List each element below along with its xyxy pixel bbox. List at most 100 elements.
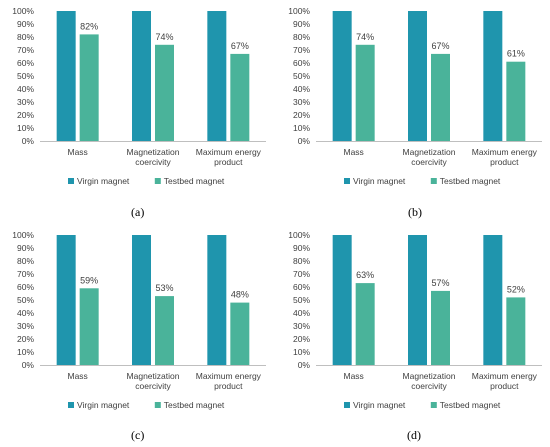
y-tick-label: 30% bbox=[17, 97, 34, 107]
data-label: 48% bbox=[231, 290, 249, 300]
chart-panel-c: 0% 10% 20% 30% 40% 50% 60% 70% 80% 90% 100% 59% Mass… bbox=[2, 224, 272, 442]
bar-virgin bbox=[207, 235, 227, 365]
y-tick-label: 60% bbox=[17, 282, 34, 292]
y-tick-label: 80% bbox=[293, 32, 310, 42]
data-label: 67% bbox=[231, 41, 249, 51]
x-tick-label: Mass bbox=[344, 371, 364, 381]
x-tick-label: Magnetization bbox=[127, 371, 180, 381]
y-tick-label: 80% bbox=[293, 256, 310, 266]
y-tick-label: 100% bbox=[12, 6, 34, 16]
data-label: 74% bbox=[356, 32, 374, 42]
y-tick-label: 10% bbox=[17, 347, 34, 357]
bar-testbed bbox=[506, 61, 526, 142]
y-tick-label: 20% bbox=[293, 334, 310, 344]
legend-swatch bbox=[68, 402, 74, 408]
data-label: 82% bbox=[80, 21, 98, 31]
bar-testbed bbox=[230, 302, 250, 365]
x-tick-label: product bbox=[490, 157, 519, 167]
y-tick-label: 70% bbox=[17, 45, 34, 55]
y-tick-label: 20% bbox=[293, 110, 310, 120]
y-tick-label: 60% bbox=[293, 58, 310, 68]
x-tick-label: Mass bbox=[68, 147, 88, 157]
panel-label-d: (d) bbox=[407, 428, 421, 442]
y-tick-label: 50% bbox=[293, 295, 310, 305]
y-tick-label: 40% bbox=[293, 84, 310, 94]
panel-label-b: (b) bbox=[408, 205, 422, 219]
x-tick-label: Mass bbox=[68, 371, 88, 381]
y-tick-label: 60% bbox=[293, 282, 310, 292]
data-label: 63% bbox=[356, 270, 374, 280]
x-tick-label: Magnetization bbox=[127, 147, 180, 157]
y-tick-label: 40% bbox=[17, 84, 34, 94]
y-tick-label: 80% bbox=[17, 32, 34, 42]
bar-testbed bbox=[506, 297, 526, 365]
legend-swatch bbox=[430, 402, 437, 408]
y-tick-label: 20% bbox=[17, 334, 34, 344]
x-tick-label: Maximum energy bbox=[196, 147, 262, 157]
data-label: 61% bbox=[507, 49, 525, 59]
legend-swatch bbox=[68, 178, 74, 184]
y-tick-label: 100% bbox=[288, 230, 310, 240]
x-tick-label: coercivity bbox=[411, 157, 447, 167]
y-tick-label: 0% bbox=[298, 360, 311, 370]
legend-swatch bbox=[154, 178, 161, 184]
y-tick-label: 40% bbox=[293, 308, 310, 318]
chart-panel-b: 0% 10% 20% 30% 40% 50% 60% 70% 80% 90% 100% 74% Mass… bbox=[278, 0, 548, 218]
y-tick-label: 50% bbox=[17, 295, 34, 305]
y-tick-label: 80% bbox=[17, 256, 34, 266]
bar-virgin bbox=[56, 235, 76, 365]
data-label: 57% bbox=[431, 278, 449, 288]
legend-swatch bbox=[430, 178, 437, 184]
x-tick-label: Maximum energy bbox=[196, 371, 262, 381]
bar-virgin bbox=[483, 11, 503, 141]
data-label: 53% bbox=[155, 283, 173, 293]
bar-testbed bbox=[155, 44, 174, 141]
y-tick-label: 10% bbox=[17, 123, 34, 133]
legend-swatch bbox=[154, 402, 161, 408]
bar-virgin bbox=[483, 235, 503, 365]
data-label: 52% bbox=[507, 284, 525, 294]
y-tick-label: 0% bbox=[298, 136, 311, 146]
y-tick-label: 30% bbox=[293, 97, 310, 107]
y-tick-label: 40% bbox=[17, 308, 34, 318]
bar-virgin bbox=[132, 11, 151, 141]
x-tick-label: product bbox=[214, 157, 243, 167]
bar-virgin bbox=[408, 11, 427, 141]
legend-label: Testbed magnet bbox=[164, 176, 225, 186]
bar-testbed bbox=[79, 288, 99, 365]
bar-chart-c: 0% 10% 20% 30% 40% 50% 60% 70% 80% 90% 100% 59% Mass… bbox=[12, 230, 266, 410]
y-tick-label: 100% bbox=[288, 6, 310, 16]
bar-virgin bbox=[132, 235, 151, 365]
bar-testbed bbox=[155, 296, 174, 365]
bar-virgin bbox=[332, 11, 352, 141]
y-tick-label: 100% bbox=[12, 230, 34, 240]
legend-label: Virgin magnet bbox=[353, 400, 406, 410]
x-tick-label: Maximum energy bbox=[472, 371, 538, 381]
legend-label: Testbed magnet bbox=[164, 400, 225, 410]
y-tick-label: 30% bbox=[293, 321, 310, 331]
panel-label-a: (a) bbox=[131, 205, 145, 219]
bar-virgin bbox=[56, 11, 76, 141]
chart-panel-a: 0% 10% 20% 30% 40% 50% 60% 70% 80% 90% 100% 82% Mass… bbox=[2, 0, 272, 218]
legend-label: Virgin magnet bbox=[77, 176, 130, 186]
data-label: 59% bbox=[80, 275, 98, 285]
legend-label: Testbed magnet bbox=[440, 400, 501, 410]
legend-label: Virgin magnet bbox=[353, 176, 406, 186]
x-tick-label: coercivity bbox=[135, 157, 171, 167]
bar-chart-d: 0% 10% 20% 30% 40% 50% 60% 70% 80% 90% 100% 63% Mass… bbox=[288, 230, 542, 410]
legend-swatch bbox=[344, 178, 350, 184]
chart-panel-d: 0% 10% 20% 30% 40% 50% 60% 70% 80% 90% 100% 63% Mass… bbox=[278, 224, 548, 442]
y-tick-label: 30% bbox=[17, 321, 34, 331]
bar-testbed bbox=[230, 53, 250, 141]
y-tick-label: 90% bbox=[293, 243, 310, 253]
y-tick-label: 50% bbox=[293, 71, 310, 81]
bar-virgin bbox=[207, 11, 227, 141]
y-tick-label: 0% bbox=[22, 136, 35, 146]
bar-testbed bbox=[355, 283, 375, 365]
x-tick-label: Maximum energy bbox=[472, 147, 538, 157]
data-label: 74% bbox=[155, 32, 173, 42]
bar-virgin bbox=[332, 235, 352, 365]
x-tick-label: product bbox=[214, 381, 243, 391]
y-tick-label: 70% bbox=[293, 269, 310, 279]
panel-label-c: (c) bbox=[131, 428, 145, 442]
